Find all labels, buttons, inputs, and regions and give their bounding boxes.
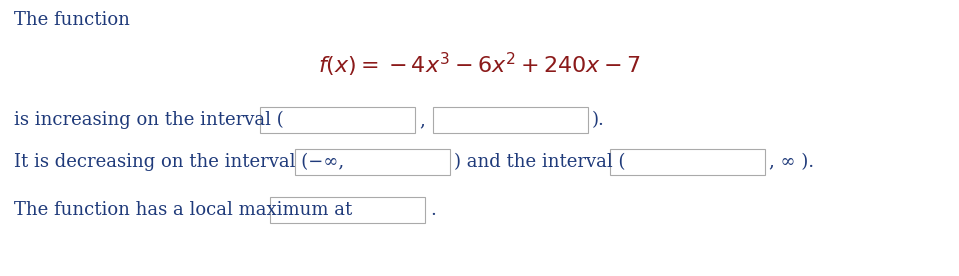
Text: ).: ). bbox=[592, 111, 605, 129]
FancyBboxPatch shape bbox=[270, 197, 425, 223]
Text: ) and the interval (: ) and the interval ( bbox=[454, 153, 625, 171]
FancyBboxPatch shape bbox=[295, 149, 450, 175]
Text: The function: The function bbox=[14, 11, 129, 29]
Text: , ∞ ).: , ∞ ). bbox=[769, 153, 814, 171]
Text: The function has a local maximum at: The function has a local maximum at bbox=[14, 201, 352, 219]
FancyBboxPatch shape bbox=[433, 107, 588, 133]
Text: It is decreasing on the interval (−∞,: It is decreasing on the interval (−∞, bbox=[14, 153, 344, 171]
Text: ,: , bbox=[419, 111, 425, 129]
Text: $f(x) = -4x^3 - 6x^2 + 240x - 7$: $f(x) = -4x^3 - 6x^2 + 240x - 7$ bbox=[318, 51, 641, 79]
FancyBboxPatch shape bbox=[260, 107, 415, 133]
Text: .: . bbox=[430, 201, 436, 219]
Text: is increasing on the interval (: is increasing on the interval ( bbox=[14, 111, 284, 129]
FancyBboxPatch shape bbox=[610, 149, 765, 175]
